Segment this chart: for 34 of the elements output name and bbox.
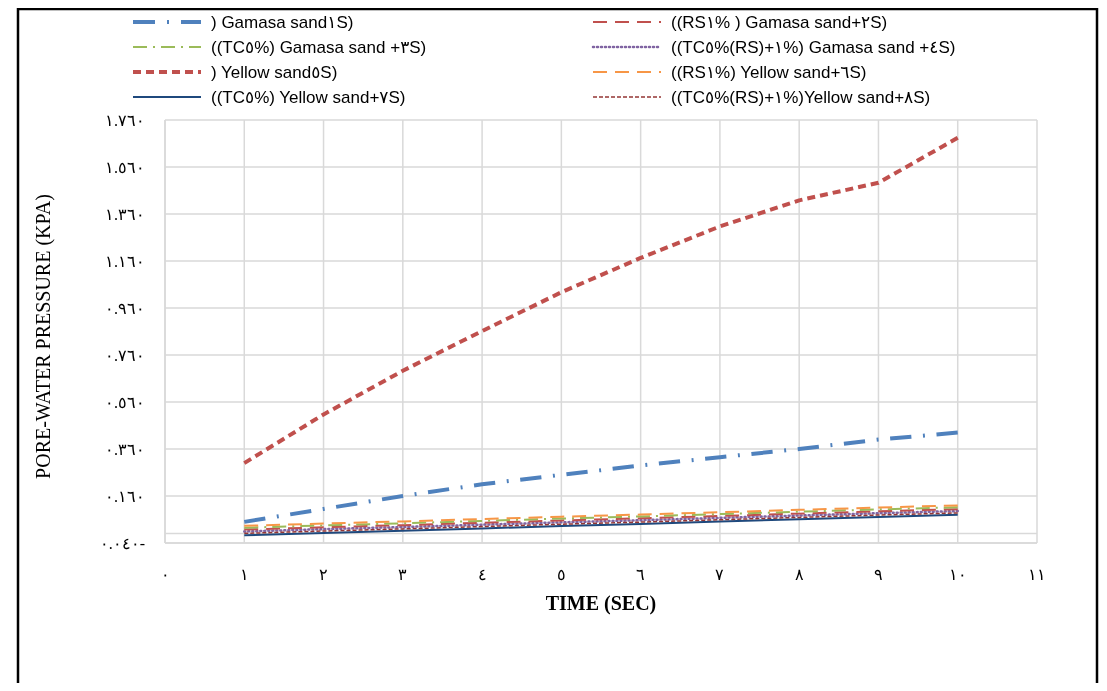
y-tick-label: ٠.٣٦٠	[105, 440, 145, 458]
line-series	[242, 430, 960, 524]
y-tick-label: ٠.٩٦٠	[105, 299, 145, 317]
legend-label: ) Yellow sand٥S)	[211, 62, 338, 82]
x-tick-label: ٤	[477, 565, 487, 583]
y-tick-label: ٠.٧٦٠	[105, 346, 145, 364]
y-tick-label: ٠.٠٤٠-	[99, 534, 145, 552]
legend-label: ) Gamasa sand١S)	[211, 12, 354, 32]
legend-label: ((TC٥%) Gamasa sand +٣S)	[211, 37, 427, 57]
x-tick-label: ٦	[636, 565, 646, 583]
x-tick-label: ٧	[715, 565, 725, 583]
y-tick-label: ٠.٥٦٠	[105, 393, 145, 411]
x-tick-label: ٩	[873, 565, 883, 583]
x-tick-label: ٨	[794, 565, 804, 583]
legend-label: ((TC٥%) Yellow sand+٧S)	[211, 87, 406, 107]
legend-label: ((TC٥%(RS)+١%) Gamasa sand +٤S)	[671, 37, 956, 57]
y-axis-title: PORE-WATER PRESSURE (KPA)	[32, 194, 55, 479]
y-tick-label: ١.٥٦٠	[105, 158, 145, 176]
x-tick-label: ٣	[398, 565, 408, 583]
x-tick-label: ٠	[160, 565, 170, 583]
legend-label: ((RS١% ) Gamasa sand+٢S)	[671, 12, 888, 32]
x-tick-label: ٥	[556, 565, 566, 583]
legend-label: ((TC٥%(RS)+١%)Yellow sand+٨S)	[671, 87, 931, 107]
y-tick-label: ٠.١٦٠	[105, 487, 145, 505]
x-axis-title: TIME (SEC)	[545, 592, 657, 615]
x-tick-label: ١١	[1028, 565, 1046, 583]
y-tick-label: ١.٧٦٠	[105, 111, 145, 129]
x-tick-label: ٢	[319, 565, 329, 583]
legend-label: ((RS١%) Yellow sand+٦S)	[671, 62, 867, 82]
line-series	[242, 135, 960, 466]
y-tick-label: ١.١٦٠	[105, 252, 145, 270]
x-tick-label: ١	[239, 565, 249, 583]
x-tick-label: ١٠	[948, 565, 967, 583]
y-tick-label: ١.٣٦٠	[105, 205, 145, 223]
